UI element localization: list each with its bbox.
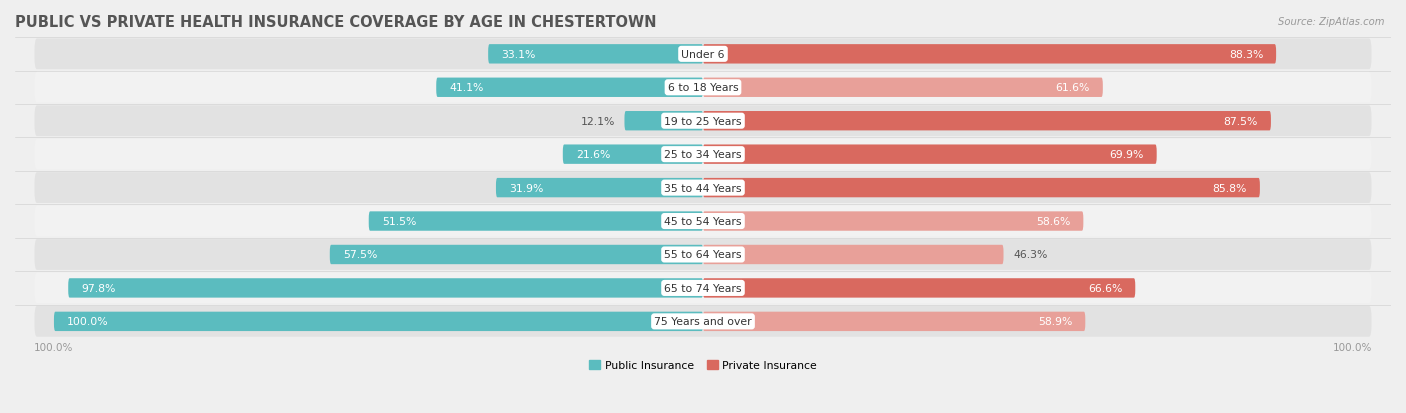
Text: 55 to 64 Years: 55 to 64 Years <box>664 250 742 260</box>
Text: 58.9%: 58.9% <box>1038 317 1073 327</box>
FancyBboxPatch shape <box>703 45 1277 64</box>
Text: 21.6%: 21.6% <box>576 150 610 160</box>
Text: 46.3%: 46.3% <box>1014 250 1047 260</box>
Text: 97.8%: 97.8% <box>82 283 115 293</box>
Text: 69.9%: 69.9% <box>1109 150 1143 160</box>
FancyBboxPatch shape <box>624 112 703 131</box>
Text: 57.5%: 57.5% <box>343 250 377 260</box>
Text: 87.5%: 87.5% <box>1223 116 1258 126</box>
FancyBboxPatch shape <box>35 240 1371 270</box>
Text: 75 Years and over: 75 Years and over <box>654 317 752 327</box>
FancyBboxPatch shape <box>53 312 703 331</box>
FancyBboxPatch shape <box>330 245 703 265</box>
Text: Source: ZipAtlas.com: Source: ZipAtlas.com <box>1278 17 1385 26</box>
FancyBboxPatch shape <box>703 278 1135 298</box>
Text: 6 to 18 Years: 6 to 18 Years <box>668 83 738 93</box>
FancyBboxPatch shape <box>703 78 1102 98</box>
FancyBboxPatch shape <box>562 145 703 164</box>
Text: 31.9%: 31.9% <box>509 183 543 193</box>
FancyBboxPatch shape <box>703 145 1157 164</box>
FancyBboxPatch shape <box>488 45 703 64</box>
Text: 12.1%: 12.1% <box>581 116 614 126</box>
FancyBboxPatch shape <box>35 73 1371 103</box>
Text: 19 to 25 Years: 19 to 25 Years <box>664 116 742 126</box>
FancyBboxPatch shape <box>35 173 1371 204</box>
Text: 85.8%: 85.8% <box>1212 183 1247 193</box>
Text: PUBLIC VS PRIVATE HEALTH INSURANCE COVERAGE BY AGE IN CHESTERTOWN: PUBLIC VS PRIVATE HEALTH INSURANCE COVER… <box>15 15 657 30</box>
Text: 33.1%: 33.1% <box>501 50 536 60</box>
Text: 45 to 54 Years: 45 to 54 Years <box>664 216 742 226</box>
FancyBboxPatch shape <box>496 178 703 198</box>
Text: 25 to 34 Years: 25 to 34 Years <box>664 150 742 160</box>
FancyBboxPatch shape <box>35 39 1371 70</box>
Text: 51.5%: 51.5% <box>381 216 416 226</box>
Text: 100.0%: 100.0% <box>67 317 108 327</box>
FancyBboxPatch shape <box>436 78 703 98</box>
Legend: Public Insurance, Private Insurance: Public Insurance, Private Insurance <box>585 356 821 375</box>
FancyBboxPatch shape <box>703 312 1085 331</box>
FancyBboxPatch shape <box>368 212 703 231</box>
FancyBboxPatch shape <box>35 106 1371 137</box>
FancyBboxPatch shape <box>69 278 703 298</box>
FancyBboxPatch shape <box>35 140 1371 170</box>
FancyBboxPatch shape <box>703 178 1260 198</box>
Text: 41.1%: 41.1% <box>450 83 484 93</box>
Text: 58.6%: 58.6% <box>1036 216 1070 226</box>
Text: 61.6%: 61.6% <box>1056 83 1090 93</box>
FancyBboxPatch shape <box>35 273 1371 304</box>
FancyBboxPatch shape <box>703 245 1004 265</box>
Text: 65 to 74 Years: 65 to 74 Years <box>664 283 742 293</box>
Text: Under 6: Under 6 <box>682 50 724 60</box>
Text: 88.3%: 88.3% <box>1229 50 1263 60</box>
FancyBboxPatch shape <box>35 306 1371 337</box>
FancyBboxPatch shape <box>703 212 1084 231</box>
Text: 66.6%: 66.6% <box>1088 283 1122 293</box>
FancyBboxPatch shape <box>703 112 1271 131</box>
Text: 35 to 44 Years: 35 to 44 Years <box>664 183 742 193</box>
FancyBboxPatch shape <box>35 206 1371 237</box>
